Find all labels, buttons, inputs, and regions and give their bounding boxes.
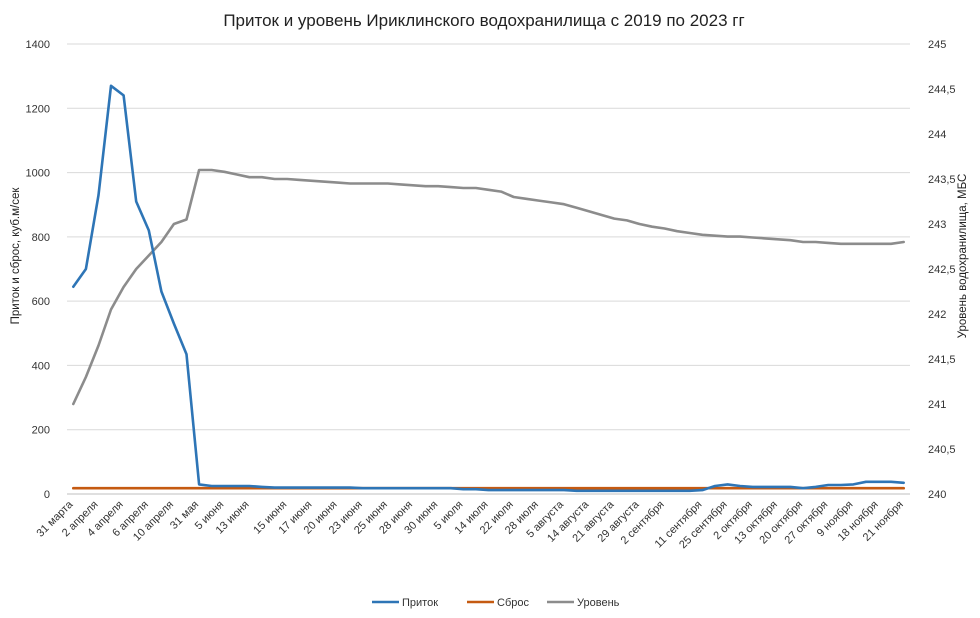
y-tick-label-left: 200 xyxy=(32,425,50,437)
y-axis-right-title: Уровень водохранилища, МБС xyxy=(957,174,969,339)
legend-label: Сброс xyxy=(497,597,529,609)
y-tick-label-right: 240 xyxy=(928,489,946,501)
y-tick-label-left: 0 xyxy=(44,489,50,501)
y-tick-label-right: 244,5 xyxy=(928,84,956,96)
y-tick-label-left: 400 xyxy=(32,360,50,372)
y-tick-label-left: 600 xyxy=(32,296,50,308)
y-tick-label-left: 1200 xyxy=(26,103,50,115)
y-axis-right: 240 240,5 241 241,5 242 242,5 243 243,5 244 244,5… xyxy=(928,39,956,501)
legend-label: Уровень xyxy=(577,597,620,609)
series-line-level xyxy=(72,168,906,406)
y-tick-label-right: 243,5 xyxy=(928,174,956,186)
gridlines xyxy=(67,43,910,495)
y-tick-label-left: 1000 xyxy=(26,168,50,180)
y-tick-label-left: 1400 xyxy=(26,39,50,51)
y-tick-label-right: 241,5 xyxy=(928,354,956,366)
y-tick-label-right: 242,5 xyxy=(928,264,956,276)
y-tick-label-right: 242 xyxy=(928,309,946,321)
series-lines xyxy=(72,84,906,493)
chart-title: Приток и уровень Ириклинского водохранил… xyxy=(223,11,744,30)
y-tick-label-left: 800 xyxy=(32,232,50,244)
y-tick-label-right: 241 xyxy=(928,399,946,411)
y-tick-label-right: 244 xyxy=(928,129,946,141)
y-axis-left: 0 200 400 600 800 1000 1200 1400 xyxy=(26,39,50,501)
series-line-inflow xyxy=(72,84,906,493)
y-tick-label-right: 243 xyxy=(928,219,946,231)
legend: Приток Сброс Уровень xyxy=(372,597,620,609)
y-tick-label-right: 245 xyxy=(928,39,946,51)
legend-label: Приток xyxy=(402,597,438,609)
y-axis-left-title: Приток и сброс, куб.м/сек xyxy=(10,187,22,325)
y-tick-label-right: 240,5 xyxy=(928,444,956,456)
